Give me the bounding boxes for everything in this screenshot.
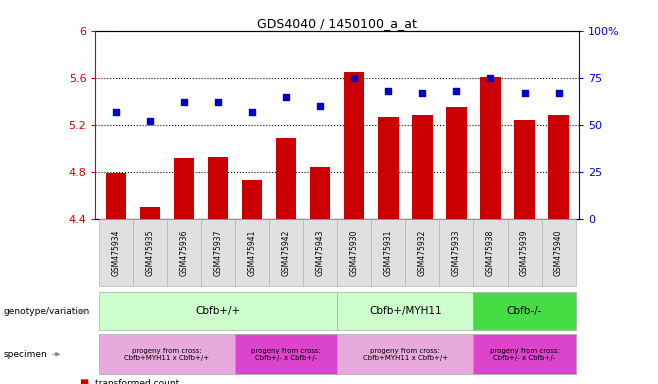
Text: Cbfb+/MYH11: Cbfb+/MYH11: [369, 306, 442, 316]
Point: [417, 90, 428, 96]
Text: GSM475930: GSM475930: [350, 229, 359, 276]
Text: progeny from cross:
Cbfb+/- x Cbfb+/-: progeny from cross: Cbfb+/- x Cbfb+/-: [490, 348, 559, 361]
Bar: [548, 116, 569, 384]
Text: GSM475934: GSM475934: [111, 229, 120, 276]
Bar: [515, 120, 535, 384]
Bar: [378, 117, 399, 384]
Bar: [208, 157, 228, 384]
Text: GSM475938: GSM475938: [486, 229, 495, 276]
Text: GSM475942: GSM475942: [282, 229, 291, 276]
Text: GSM475939: GSM475939: [520, 229, 529, 276]
Point: [315, 103, 326, 109]
Text: GSM475936: GSM475936: [180, 229, 188, 276]
Point: [281, 93, 291, 99]
Text: GSM475941: GSM475941: [247, 229, 257, 276]
Text: GSM475937: GSM475937: [213, 229, 222, 276]
Text: progeny from cross:
Cbfb+MYH11 x Cbfb+/+: progeny from cross: Cbfb+MYH11 x Cbfb+/+: [124, 348, 209, 361]
Point: [349, 74, 359, 81]
Bar: [344, 72, 365, 384]
Text: genotype/variation: genotype/variation: [3, 306, 89, 316]
Text: GSM475940: GSM475940: [554, 229, 563, 276]
Text: specimen: specimen: [3, 350, 47, 359]
Bar: [446, 107, 467, 384]
Text: progeny from cross:
Cbfb+/- x Cbfb+/-: progeny from cross: Cbfb+/- x Cbfb+/-: [251, 348, 321, 361]
Point: [213, 99, 223, 105]
Bar: [242, 180, 263, 384]
Text: Cbfb+/+: Cbfb+/+: [195, 306, 241, 316]
Point: [145, 118, 155, 124]
Text: progeny from cross:
Cbfb+MYH11 x Cbfb+/+: progeny from cross: Cbfb+MYH11 x Cbfb+/+: [363, 348, 448, 361]
Text: transformed count: transformed count: [95, 379, 180, 384]
Text: GSM475931: GSM475931: [384, 229, 393, 276]
Bar: [139, 207, 160, 384]
Point: [179, 99, 190, 105]
Point: [247, 109, 257, 115]
Bar: [106, 173, 126, 384]
Bar: [480, 76, 501, 384]
Title: GDS4040 / 1450100_a_at: GDS4040 / 1450100_a_at: [257, 17, 417, 30]
Point: [451, 88, 462, 94]
Point: [111, 109, 121, 115]
Bar: [174, 158, 194, 384]
Text: GSM475943: GSM475943: [316, 229, 324, 276]
Bar: [310, 167, 330, 384]
Point: [519, 90, 530, 96]
Bar: [412, 116, 432, 384]
Text: Cbfb-/-: Cbfb-/-: [507, 306, 542, 316]
Bar: [276, 138, 296, 384]
Point: [485, 74, 495, 81]
Text: GSM475935: GSM475935: [145, 229, 155, 276]
Text: GSM475933: GSM475933: [452, 229, 461, 276]
Text: ■: ■: [79, 378, 88, 384]
Point: [383, 88, 393, 94]
Point: [553, 90, 564, 96]
Text: GSM475932: GSM475932: [418, 229, 427, 276]
